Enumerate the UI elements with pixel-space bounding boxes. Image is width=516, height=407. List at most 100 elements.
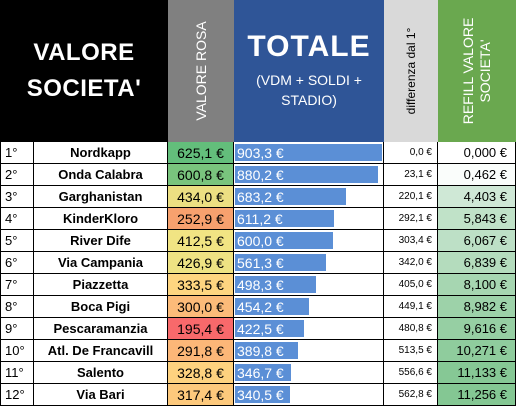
totale-cell: 683,2 € xyxy=(234,186,384,208)
header-differenza-label: differenza dal 1° xyxy=(404,27,418,115)
valore-rosa-cell: 291,8 € xyxy=(168,340,234,362)
totale-value: 880,2 € xyxy=(237,166,284,183)
refill-cell: 0,462 € xyxy=(438,164,516,186)
team-name-cell: Salento xyxy=(34,362,168,384)
header-differenza: differenza dal 1° xyxy=(384,0,438,142)
totale-bar xyxy=(235,254,326,271)
totale-value: 903,3 € xyxy=(237,144,284,161)
totale-value: 340,5 € xyxy=(237,386,284,403)
header-valore-rosa-label: VALORE ROSA xyxy=(193,21,209,121)
refill-cell: 5,843 € xyxy=(438,208,516,230)
totale-bar xyxy=(235,320,304,337)
differenza-cell: 513,5 € xyxy=(384,340,438,362)
refill-cell: 11,256 € xyxy=(438,384,516,406)
differenza-cell: 556,6 € xyxy=(384,362,438,384)
totale-bar xyxy=(235,188,346,205)
table-row: 8° Boca Pigi 300,0 €454,2 € 449,1 €8,982 € xyxy=(0,296,516,318)
table-row: 2° Onda Calabra 600,8 €880,2 € 23,1 €0,462 … xyxy=(0,164,516,186)
valore-rosa-cell: 434,0 € xyxy=(168,186,234,208)
table-row: 12° Via Bari 317,4 €340,5 € 562,8 €11,256 € xyxy=(0,384,516,406)
table-row: 6° Via Campania 426,9 €561,3 € 342,0 €6,839… xyxy=(0,252,516,274)
valore-rosa-cell: 252,9 € xyxy=(168,208,234,230)
valore-rosa-cell: 625,1 € xyxy=(168,142,234,164)
totale-cell: 498,3 € xyxy=(234,274,384,296)
refill-cell: 0,000 € xyxy=(438,142,516,164)
differenza-cell: 562,8 € xyxy=(384,384,438,406)
header-totale: TOTALE (VDM + SOLDI + STADIO) xyxy=(234,0,384,142)
table-row: 10° Atl. De Francavill 291,8 €389,8 € 513,5… xyxy=(0,340,516,362)
header-totale-sub2: STADIO) xyxy=(281,92,337,108)
header-refill-line1: REFILL VALORE xyxy=(460,17,476,125)
team-name-cell: Pescaramanzia xyxy=(34,318,168,340)
table-row: 7° Piazzetta 333,5 €498,3 € 405,0 €8,100 € xyxy=(0,274,516,296)
totale-cell: 561,3 € xyxy=(234,252,384,274)
totale-bar xyxy=(235,232,333,249)
differenza-cell: 23,1 € xyxy=(384,164,438,186)
totale-value: 346,7 € xyxy=(237,364,284,381)
header-totale-title: TOTALE xyxy=(247,30,371,63)
standings-table: 1° Nordkapp 625,1 €903,3 €0,0 €0,000 €2° On… xyxy=(0,142,516,406)
totale-cell: 389,8 € xyxy=(234,340,384,362)
rank-cell: 12° xyxy=(0,384,34,406)
rank-cell: 1° xyxy=(0,142,34,164)
refill-cell: 9,616 € xyxy=(438,318,516,340)
table-row: 4° KinderKloro 252,9 €611,2 € 292,1 €5,843 … xyxy=(0,208,516,230)
header-refill-line2: SOCIETA' xyxy=(477,39,493,103)
differenza-cell: 220,1 € xyxy=(384,186,438,208)
table-row: 3° Garghanistan 434,0 €683,2 € 220,1 €4,403… xyxy=(0,186,516,208)
totale-value: 611,2 € xyxy=(237,210,283,227)
table-row: 5° River Dife 412,5 €600,0 € 303,4 €6,067 € xyxy=(0,230,516,252)
totale-cell: 611,2 € xyxy=(234,208,384,230)
rank-cell: 9° xyxy=(0,318,34,340)
totale-cell: 346,7 € xyxy=(234,362,384,384)
valore-rosa-cell: 412,5 € xyxy=(168,230,234,252)
totale-bar xyxy=(235,166,378,183)
header-valore-societa: VALORE SOCIETA' xyxy=(0,0,168,142)
refill-cell: 11,133 € xyxy=(438,362,516,384)
differenza-cell: 303,4 € xyxy=(384,230,438,252)
rank-cell: 3° xyxy=(0,186,34,208)
totale-value: 454,2 € xyxy=(237,298,284,315)
header-valore-rosa: VALORE ROSA xyxy=(168,0,234,142)
refill-cell: 6,839 € xyxy=(438,252,516,274)
team-name-cell: Onda Calabra xyxy=(34,164,168,186)
totale-value: 498,3 € xyxy=(237,276,284,293)
totale-bar xyxy=(235,276,316,293)
table-row: 1° Nordkapp 625,1 €903,3 € 0,0 €0,000 € xyxy=(0,142,516,164)
team-name-cell: Atl. De Francavill xyxy=(34,340,168,362)
refill-cell: 6,067 € xyxy=(438,230,516,252)
totale-cell: 880,2 € xyxy=(234,164,384,186)
team-name-cell: KinderKloro xyxy=(34,208,168,230)
valore-rosa-cell: 317,4 € xyxy=(168,384,234,406)
refill-cell: 4,403 € xyxy=(438,186,516,208)
rank-cell: 7° xyxy=(0,274,34,296)
totale-value: 389,8 € xyxy=(237,342,284,359)
header-refill: REFILL VALORE SOCIETA' xyxy=(438,0,516,142)
totale-bar xyxy=(235,342,298,359)
totale-cell: 903,3 € xyxy=(234,142,384,164)
totale-bar xyxy=(235,298,309,315)
rank-cell: 5° xyxy=(0,230,34,252)
refill-cell: 8,982 € xyxy=(438,296,516,318)
team-name-cell: Boca Pigi xyxy=(34,296,168,318)
header-totale-sub1: (VDM + SOLDI + xyxy=(256,72,362,88)
rank-cell: 8° xyxy=(0,296,34,318)
header-valore-line2: SOCIETA' xyxy=(26,75,142,102)
rank-cell: 2° xyxy=(0,164,34,186)
team-name-cell: River Dife xyxy=(34,230,168,252)
refill-cell: 10,271 € xyxy=(438,340,516,362)
totale-value: 683,2 € xyxy=(237,188,284,205)
totale-cell: 600,0 € xyxy=(234,230,384,252)
valore-rosa-cell: 195,4 € xyxy=(168,318,234,340)
rank-cell: 11° xyxy=(0,362,34,384)
table-row: 9° Pescaramanzia 195,4 €422,5 € 480,8 €9,61… xyxy=(0,318,516,340)
totale-cell: 340,5 € xyxy=(234,384,384,406)
team-name-cell: Via Bari xyxy=(34,384,168,406)
totale-cell: 454,2 € xyxy=(234,296,384,318)
totale-value: 422,5 € xyxy=(237,320,284,337)
totale-value: 561,3 € xyxy=(237,254,284,271)
totale-bar xyxy=(235,364,291,381)
valore-rosa-cell: 600,8 € xyxy=(168,164,234,186)
differenza-cell: 405,0 € xyxy=(384,274,438,296)
